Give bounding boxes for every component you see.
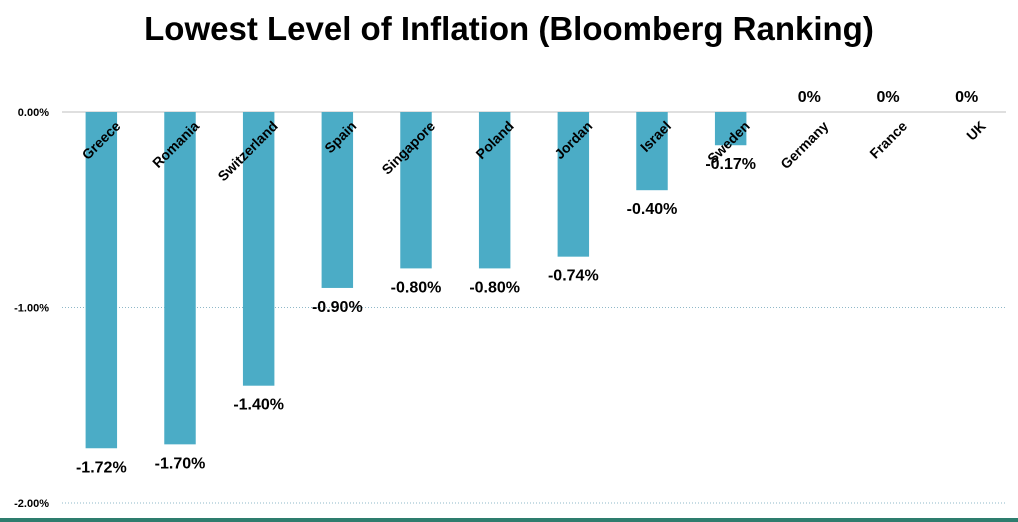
gridlines: [62, 111, 1006, 504]
bar: [400, 112, 432, 269]
category-label: France: [866, 118, 910, 162]
data-label: -0.80%: [469, 279, 520, 296]
data-label: -0.40%: [627, 201, 678, 218]
y-tick-label: -1.00%: [14, 303, 49, 315]
data-label: -1.40%: [233, 397, 284, 414]
bottom-accent-bar: [0, 518, 1018, 522]
bar: [242, 112, 275, 386]
bar: [164, 112, 196, 445]
bar: [714, 112, 747, 146]
bars: [85, 112, 747, 449]
y-tick-label: 0.00%: [18, 107, 49, 119]
chart-title: Lowest Level of Inflation (Bloomberg Ran…: [144, 10, 874, 47]
data-label: -0.74%: [548, 268, 599, 285]
data-label: -1.70%: [155, 455, 206, 472]
y-tick-label: -2.00%: [14, 498, 49, 510]
data-label: -0.80%: [391, 279, 442, 296]
data-label: 0%: [955, 89, 978, 106]
data-label: -0.90%: [312, 299, 363, 316]
category-label: UK: [963, 118, 989, 144]
data-label: 0%: [798, 89, 821, 106]
bar: [557, 112, 590, 257]
data-label: -1.72%: [76, 459, 127, 476]
data-label: 0%: [876, 89, 899, 106]
bar: [636, 112, 668, 191]
bar: [321, 112, 354, 288]
bar: [478, 112, 511, 269]
data-label: -0.17%: [705, 156, 756, 173]
category-label: Germany: [777, 118, 831, 172]
bar: [85, 112, 118, 449]
